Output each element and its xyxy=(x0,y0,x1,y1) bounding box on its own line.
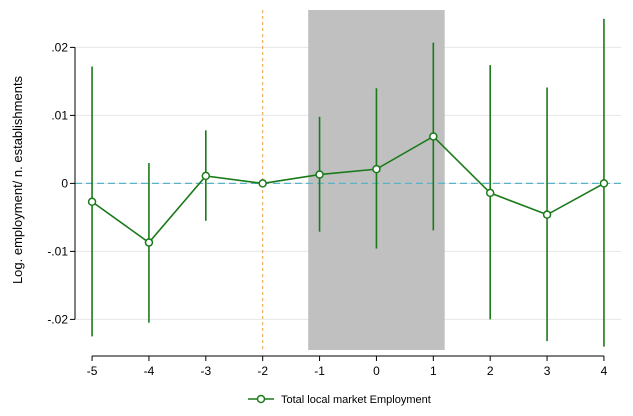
x-tick-label: 0 xyxy=(373,364,380,378)
data-point xyxy=(599,179,609,188)
x-tick-label: 2 xyxy=(487,364,494,378)
data-point xyxy=(315,170,324,179)
data-point xyxy=(258,179,267,188)
x-tick-label: -1 xyxy=(314,364,325,378)
x-tick-label: -3 xyxy=(200,364,211,378)
data-point xyxy=(429,132,438,141)
legend-label: Total local market Employment xyxy=(281,394,431,406)
y-tick-label: -.02 xyxy=(47,312,68,326)
y-axis-label: Log. employment/ n. establishments xyxy=(10,75,25,284)
axes: .02 .01 0 -.01 -.02 -5 -4 -3 -2 -1 0 1 2 3 4 xyxy=(47,40,607,378)
y-tick-label: .01 xyxy=(51,108,68,122)
y-tick-label: 0 xyxy=(61,176,68,190)
data-point xyxy=(87,197,97,207)
y-tick-label: -.01 xyxy=(47,244,68,258)
legend-marker xyxy=(256,394,266,404)
x-tick-label: 4 xyxy=(601,364,608,378)
data-point xyxy=(201,171,211,181)
data-point xyxy=(372,164,381,174)
series-line xyxy=(91,135,605,244)
data-point xyxy=(144,238,154,247)
x-tick-label: -5 xyxy=(87,364,98,378)
data-point xyxy=(485,188,495,198)
y-tick-label: .02 xyxy=(51,40,68,54)
legend: Total local market Employment xyxy=(248,394,431,406)
data-point xyxy=(542,210,552,219)
x-tick-label: 1 xyxy=(430,364,437,378)
series-layer xyxy=(87,18,609,347)
x-tick-label: 3 xyxy=(544,364,551,378)
x-tick-label: -2 xyxy=(257,364,268,378)
x-tick-label: -4 xyxy=(144,364,155,378)
